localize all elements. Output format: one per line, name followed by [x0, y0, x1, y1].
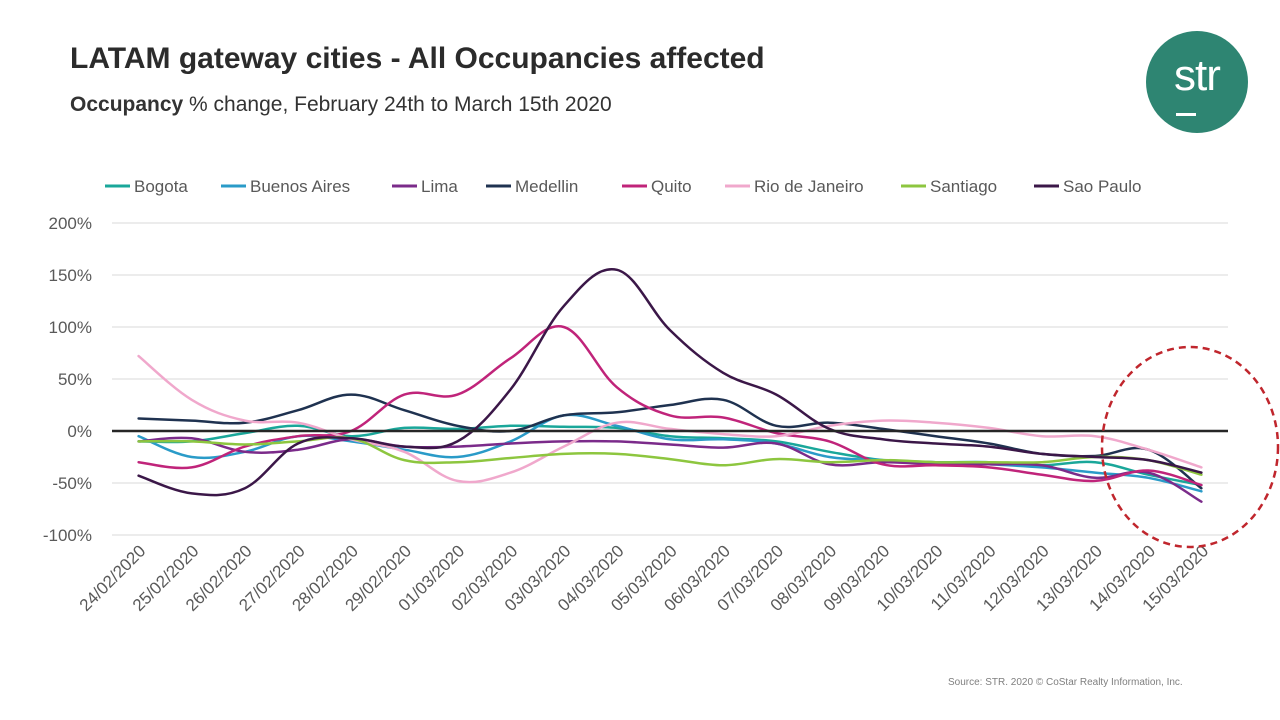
- series-line-sao-paulo: [137, 267, 1203, 497]
- y-tick-label: 50%: [58, 370, 92, 389]
- series-line-bogota: [137, 424, 1203, 487]
- series-line-quito: [137, 325, 1203, 487]
- series-line-lima: [137, 436, 1203, 503]
- str-logo-underline: [1176, 113, 1196, 116]
- legend-label: Lima: [421, 177, 458, 196]
- y-tick-label: 150%: [49, 266, 92, 285]
- legend-label: Bogota: [134, 177, 188, 196]
- chart-title: LATAM gateway cities - All Occupancies a…: [70, 42, 765, 75]
- legend-label: Medellin: [515, 177, 578, 196]
- subtitle-rest: % change, February 24th to March 15th 20…: [183, 93, 612, 116]
- chart-subtitle: Occupancy % change, February 24th to Mar…: [70, 93, 612, 117]
- y-tick-label: -50%: [52, 474, 92, 493]
- legend-label: Santiago: [930, 177, 997, 196]
- str-logo: str: [1146, 31, 1248, 133]
- y-tick-label: 100%: [49, 318, 92, 337]
- subtitle-bold: Occupancy: [70, 93, 184, 116]
- legend-label: Sao Paulo: [1063, 177, 1141, 196]
- legend-label: Rio de Janeiro: [754, 177, 864, 196]
- series-line-santiago: [137, 435, 1203, 476]
- legend-label: Quito: [651, 177, 692, 196]
- series-line-rio-de-janeiro: [137, 354, 1203, 484]
- y-tick-label: 200%: [49, 214, 92, 233]
- legend-label: Buenos Aires: [250, 177, 350, 196]
- y-tick-label: -100%: [43, 526, 92, 545]
- highlight-circle: [1100, 345, 1280, 549]
- y-tick-label: 0%: [67, 422, 92, 441]
- source-note: Source: STR. 2020 © CoStar Realty Inform…: [948, 677, 1183, 688]
- str-logo-text: str: [1174, 51, 1221, 100]
